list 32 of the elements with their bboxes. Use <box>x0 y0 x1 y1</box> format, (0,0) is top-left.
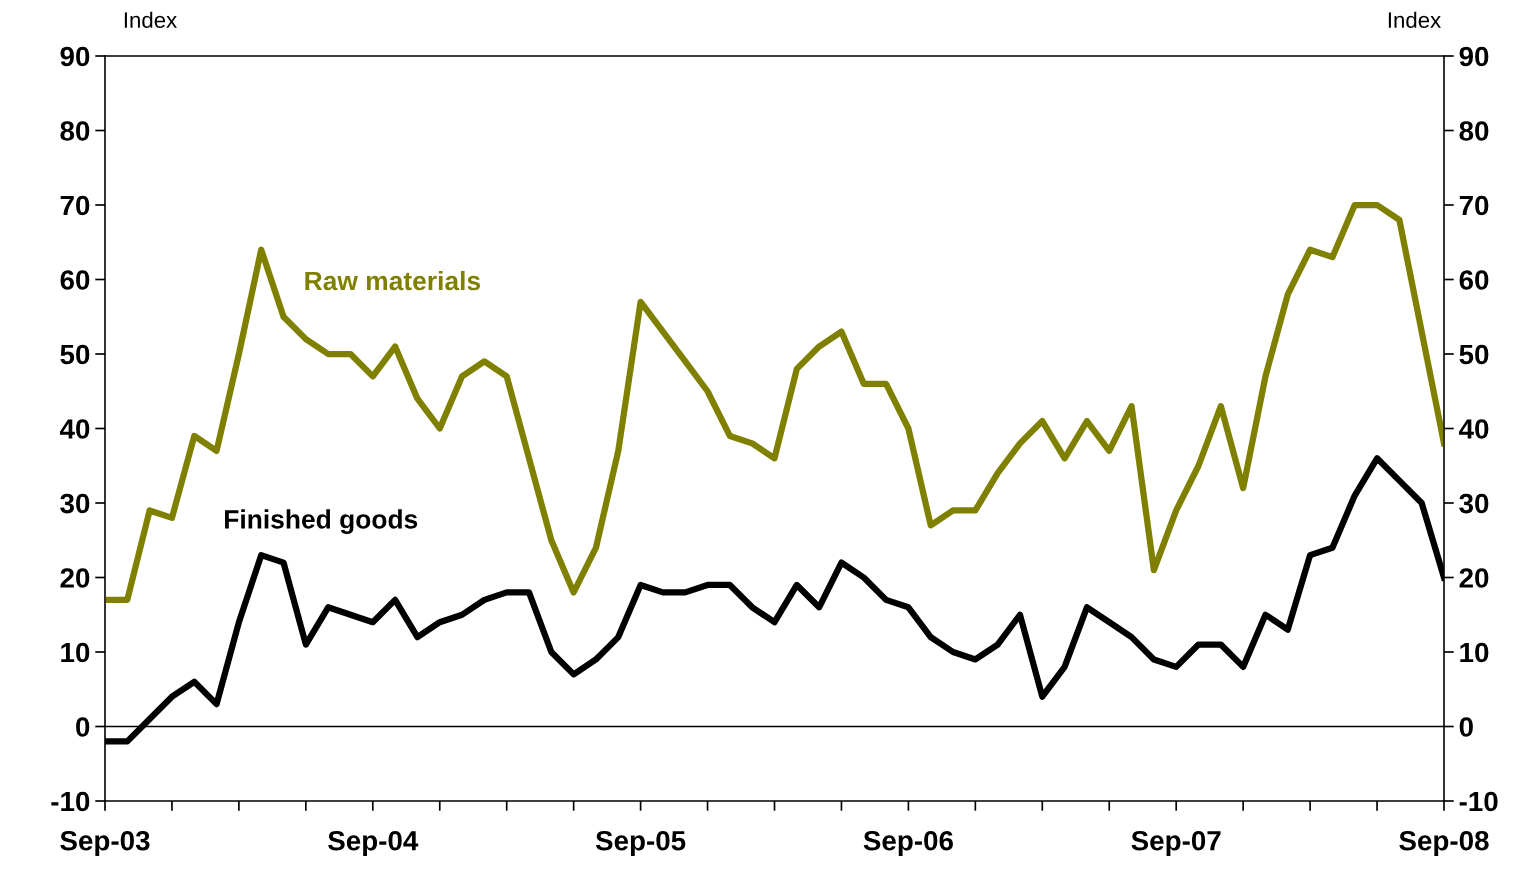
y2-tick-label: -10 <box>1459 791 1498 812</box>
y2-tick-label: 90 <box>1459 46 1489 67</box>
y-axis-title: Index <box>124 11 177 28</box>
y-tick-label: 10 <box>61 642 90 663</box>
series-label: Raw materials <box>305 270 481 291</box>
y2-tick-label: 80 <box>1459 121 1489 141</box>
y2-tick-label: 10 <box>1460 642 1489 663</box>
y2-tick-label: 0 <box>1459 717 1473 737</box>
x-tick-label: Sep-08 <box>1399 830 1489 857</box>
x-tick-label: Sep-05 <box>595 830 686 857</box>
x-tick-label: Sep-04 <box>328 830 419 857</box>
y2-tick-label: 20 <box>1459 568 1489 588</box>
y-tick-label: 30 <box>60 493 90 514</box>
y2-tick-label: 40 <box>1459 419 1489 439</box>
y-tick-label: -10 <box>51 791 90 812</box>
y2-tick-label: 70 <box>1459 195 1489 216</box>
y-tick-label: 70 <box>60 195 90 216</box>
y-tick-label: 40 <box>59 419 90 439</box>
y2-tick-label: 30 <box>1459 493 1489 514</box>
y-tick-label: 50 <box>60 344 90 365</box>
y2-tick-label: 60 <box>1459 270 1489 290</box>
y2-tick-label: 50 <box>1459 344 1489 365</box>
x-tick-label: Sep-03 <box>60 830 150 857</box>
x-tick-label: Sep-07 <box>1131 830 1221 857</box>
series-label: Finished goods <box>225 509 418 534</box>
x-tick-label: Sep-06 <box>863 830 953 857</box>
y-tick-label: 0 <box>76 717 90 737</box>
y-tick-label: 80 <box>60 121 90 141</box>
y-tick-label: 90 <box>60 46 90 67</box>
y-tick-label: 20 <box>60 568 90 588</box>
y-tick-label: 60 <box>60 270 90 290</box>
y2-axis-title: Index <box>1388 11 1441 28</box>
